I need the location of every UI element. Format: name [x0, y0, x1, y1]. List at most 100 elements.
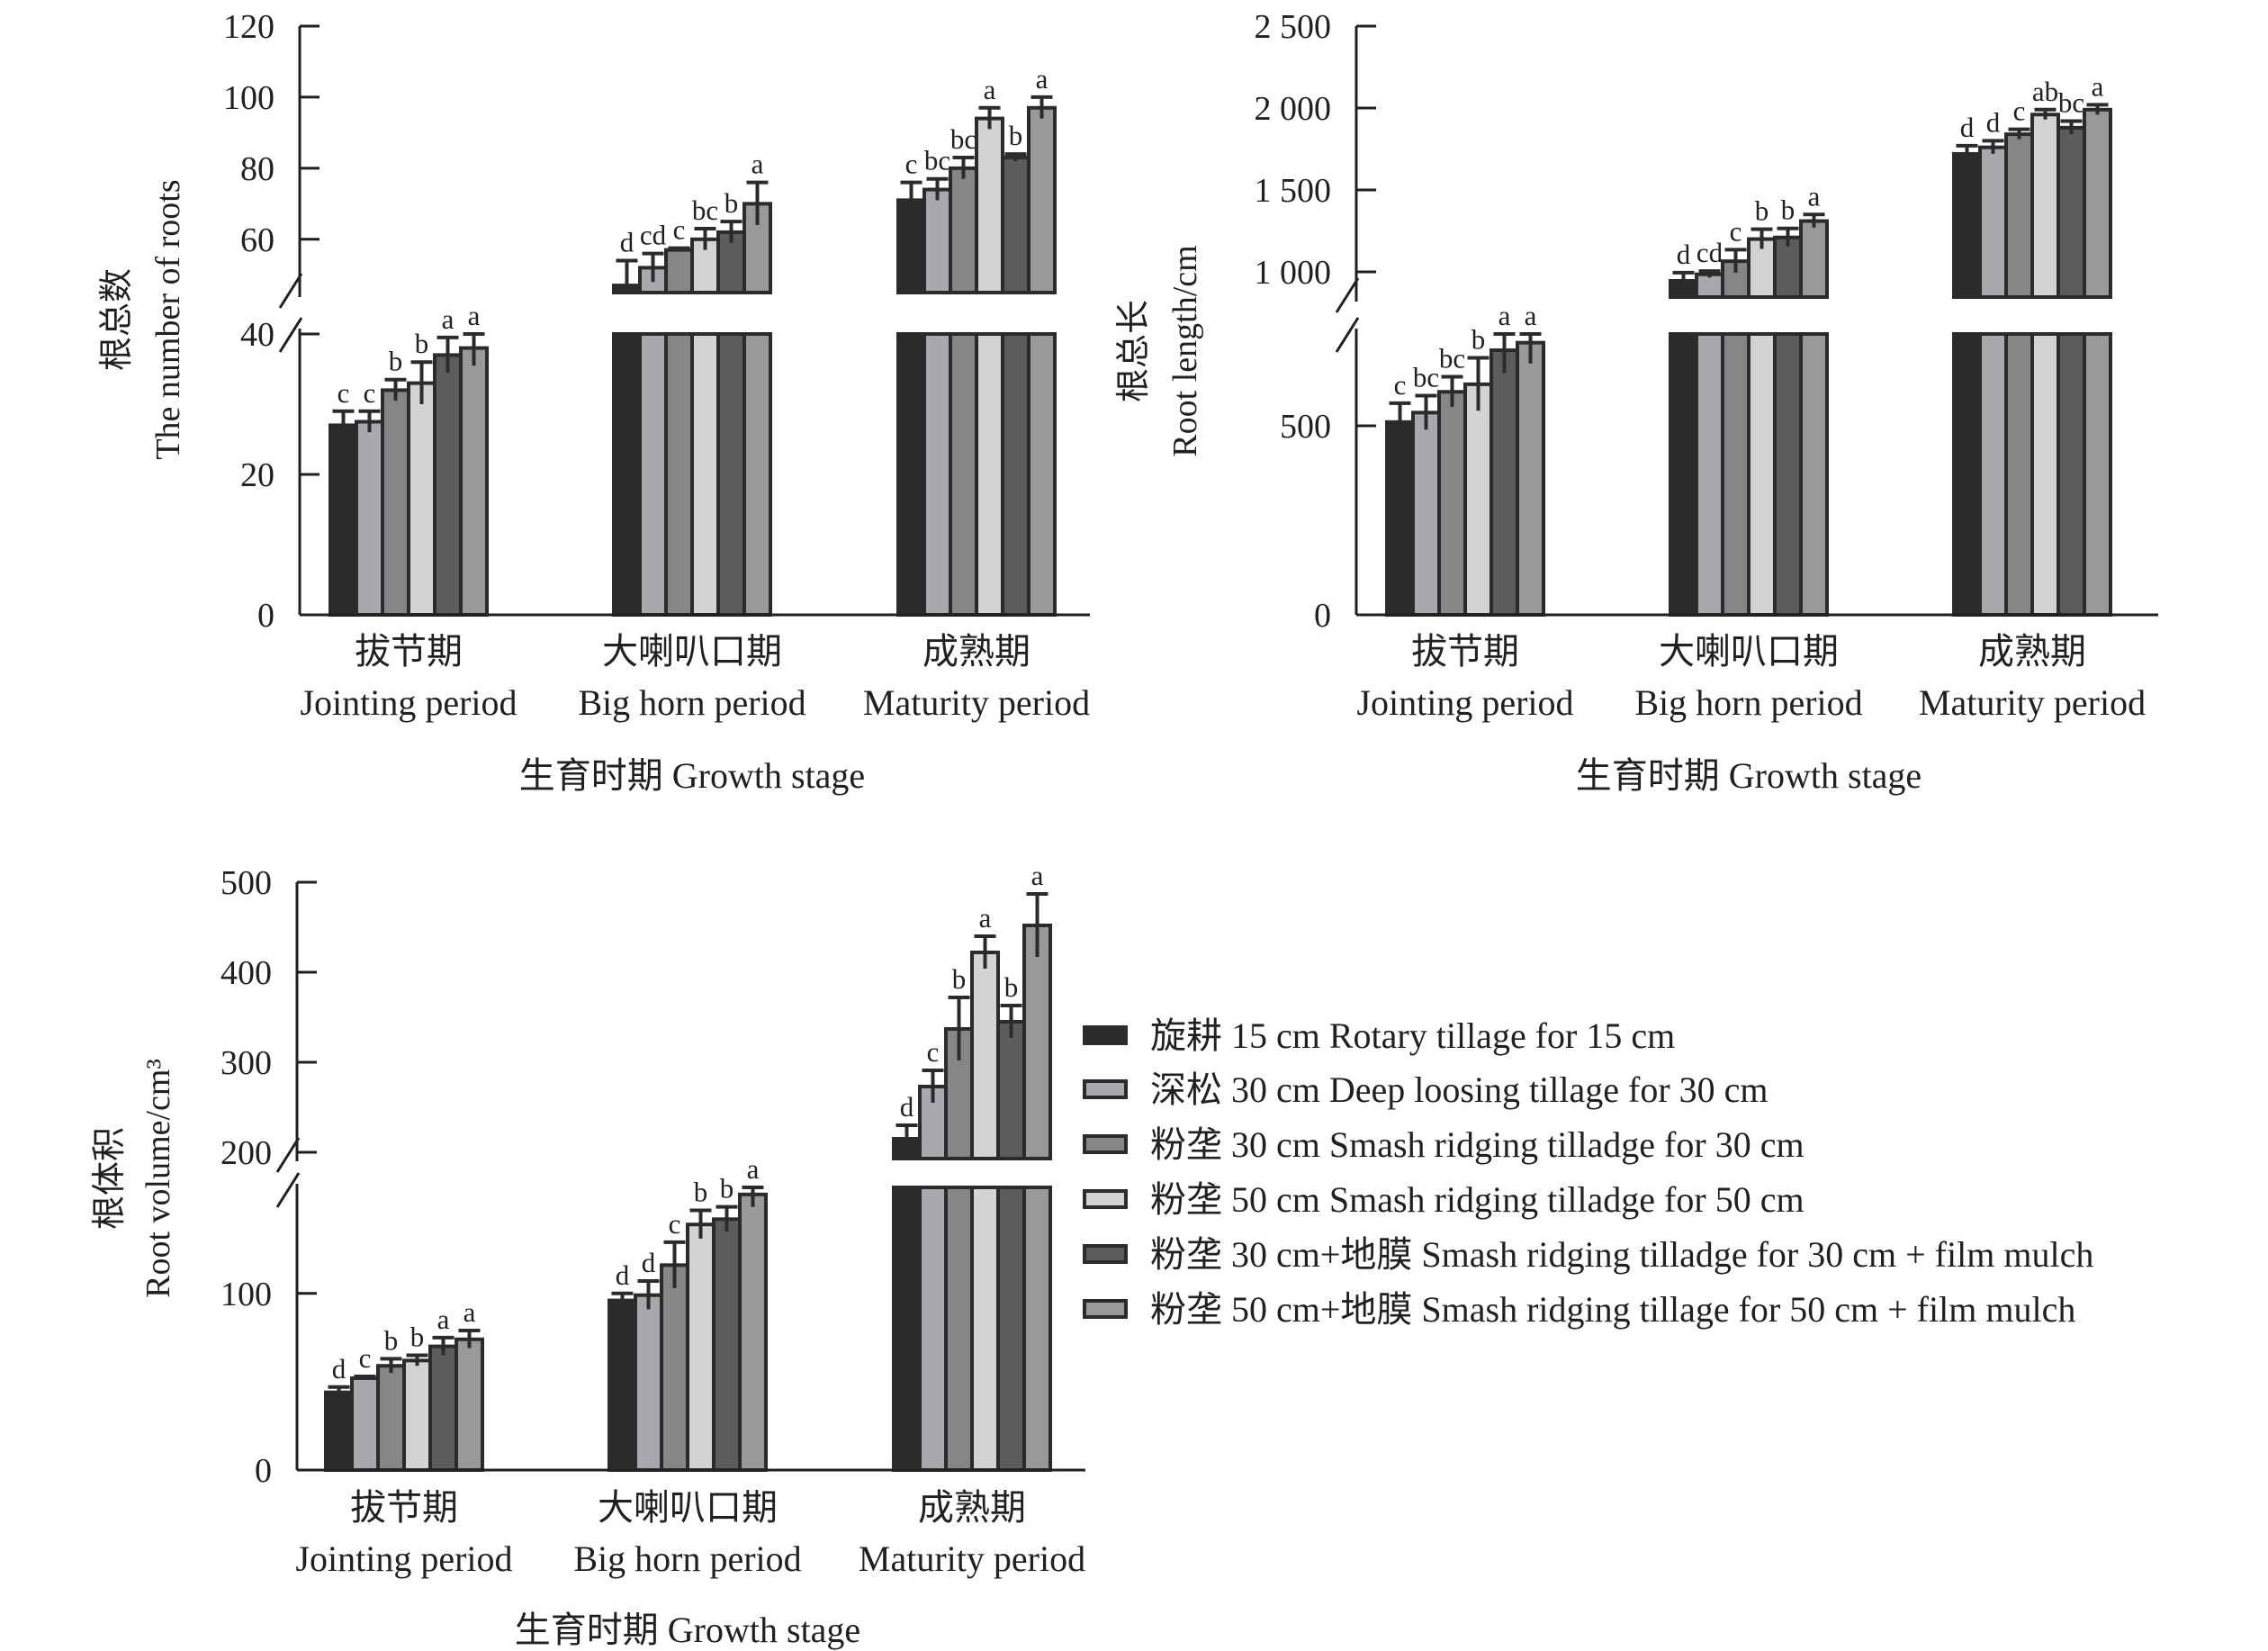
- legend-swatch: [1083, 1244, 1128, 1264]
- x-tick-label: Maturity period: [1919, 682, 2146, 723]
- bar: [1022, 924, 1052, 1160]
- bar-lower-segment: [1669, 332, 1698, 617]
- x-axis-title: 生育时期 Growth stage: [519, 755, 865, 796]
- y-axis-label-cn: 根体积: [91, 1127, 129, 1230]
- axis-break-mark: [1335, 317, 1360, 353]
- x-tick-label-cn: 拔节期: [1411, 631, 1519, 672]
- bar: [634, 1293, 663, 1473]
- legend-item: 粉垄 50 cm+地膜 Smash ridging tillage for 50…: [1083, 1289, 2075, 1330]
- bar: [975, 116, 1004, 294]
- axis-break-mark: [275, 1137, 301, 1173]
- bar: [686, 1222, 716, 1473]
- bar-lower-segment: [949, 332, 978, 617]
- x-tick-label: Big horn period: [578, 682, 806, 723]
- significance-letter: c: [669, 1208, 681, 1240]
- significance-letter: b: [1781, 194, 1796, 226]
- bar-lower-segment: [2083, 332, 2112, 617]
- bar: [328, 423, 358, 617]
- significance-letter: c: [1394, 369, 1407, 401]
- bar-lower-segment: [1747, 332, 1777, 617]
- bar: [1027, 105, 1057, 294]
- significance-letter: c: [927, 1036, 940, 1068]
- significance-letter: b: [410, 1321, 425, 1352]
- significance-letter: b: [1472, 323, 1486, 355]
- bar-lower-segment: [944, 1186, 974, 1472]
- bar-lower-segment: [975, 332, 1004, 617]
- significance-letter: c: [359, 1342, 372, 1374]
- bar: [712, 1217, 742, 1472]
- significance-letter: b: [384, 1324, 399, 1356]
- bar-lower-segment: [2004, 332, 2034, 617]
- legend-label: 粉垄 50 cm+地膜 Smash ridging tillage for 50…: [1150, 1289, 2075, 1330]
- y-tick-label: 1 000: [1255, 254, 1332, 292]
- significance-letter: d: [620, 226, 634, 257]
- x-tick-label-cn: 成熟期: [1978, 631, 2086, 672]
- bar-lower-segment: [1001, 332, 1030, 617]
- y-tick-label: 60: [240, 221, 274, 259]
- y-tick-label: 300: [220, 1044, 272, 1082]
- bar: [608, 1298, 637, 1472]
- significance-letter: c: [2013, 95, 2026, 127]
- significance-letter: d: [1960, 112, 1975, 143]
- bar: [1001, 156, 1030, 294]
- legend-swatch: [1083, 1134, 1128, 1154]
- bar-lower-segment: [892, 1186, 922, 1472]
- bar: [2004, 132, 2034, 299]
- significance-letter: d: [332, 1353, 346, 1385]
- bar-lower-segment: [1978, 332, 2008, 617]
- bar: [433, 353, 463, 617]
- bar-lower-segment: [664, 332, 694, 617]
- bar-lower-segment: [638, 332, 668, 617]
- x-tick-label: Jointing period: [300, 682, 517, 723]
- legend-item: 粉垄 30 cm+地膜 Smash ridging tilladge for 3…: [1083, 1234, 2093, 1275]
- legend-label: 粉垄 50 cm Smash ridging tilladge for 50 c…: [1150, 1179, 1804, 1220]
- significance-letter: bc: [2058, 87, 2084, 119]
- significance-letter: ab: [2032, 76, 2058, 107]
- y-tick-label: 2 000: [1255, 90, 1332, 128]
- y-tick-label: 100: [223, 79, 274, 117]
- x-tick-label-cn: 大喇叭口期: [1659, 631, 1839, 672]
- legend-swatch: [1083, 1189, 1128, 1209]
- significance-letter: c: [673, 214, 686, 246]
- bar: [949, 166, 978, 294]
- significance-letter: a: [1498, 300, 1511, 331]
- significance-letter: b: [1004, 971, 1019, 1003]
- significance-letter: b: [720, 1173, 734, 1204]
- bar-lower-segment: [896, 332, 926, 617]
- significance-letter: a: [1036, 63, 1048, 95]
- bar: [407, 381, 436, 617]
- significance-letter: d: [1677, 239, 1691, 270]
- significance-letter: bc: [692, 194, 718, 226]
- significance-letter: a: [1525, 300, 1537, 331]
- y-tick-label: 1 500: [1255, 172, 1332, 210]
- significance-letter: b: [1755, 195, 1769, 227]
- bar: [660, 1263, 689, 1472]
- significance-letter: d: [642, 1247, 656, 1278]
- bar-lower-segment: [2056, 332, 2086, 617]
- y-tick-label: 400: [220, 954, 272, 992]
- x-tick-label-cn: 拔节期: [350, 1487, 458, 1528]
- bar: [1437, 390, 1467, 617]
- significance-letter: a: [468, 300, 481, 331]
- significance-letter: bc: [950, 123, 976, 155]
- significance-letter: c: [1730, 215, 1742, 247]
- y-tick-label: 0: [255, 1452, 272, 1490]
- significance-letter: b: [724, 187, 739, 219]
- significance-letter: d: [616, 1259, 630, 1291]
- significance-letter: a: [1031, 860, 1044, 891]
- x-tick-label: Big horn period: [573, 1538, 801, 1579]
- axis-break-mark: [1335, 277, 1360, 313]
- y-tick-label: 120: [223, 8, 274, 46]
- x-tick-label: Jointing period: [295, 1538, 512, 1579]
- significance-letter: a: [752, 149, 764, 180]
- bar: [454, 1337, 484, 1473]
- x-tick-label-cn: 成熟期: [922, 631, 1030, 672]
- bar-lower-segment: [742, 332, 772, 617]
- bar: [1695, 272, 1724, 299]
- bar-lower-segment: [970, 1186, 1000, 1472]
- bar: [324, 1390, 354, 1473]
- y-tick-label: 500: [220, 864, 272, 902]
- significance-letter: bc: [1439, 342, 1465, 374]
